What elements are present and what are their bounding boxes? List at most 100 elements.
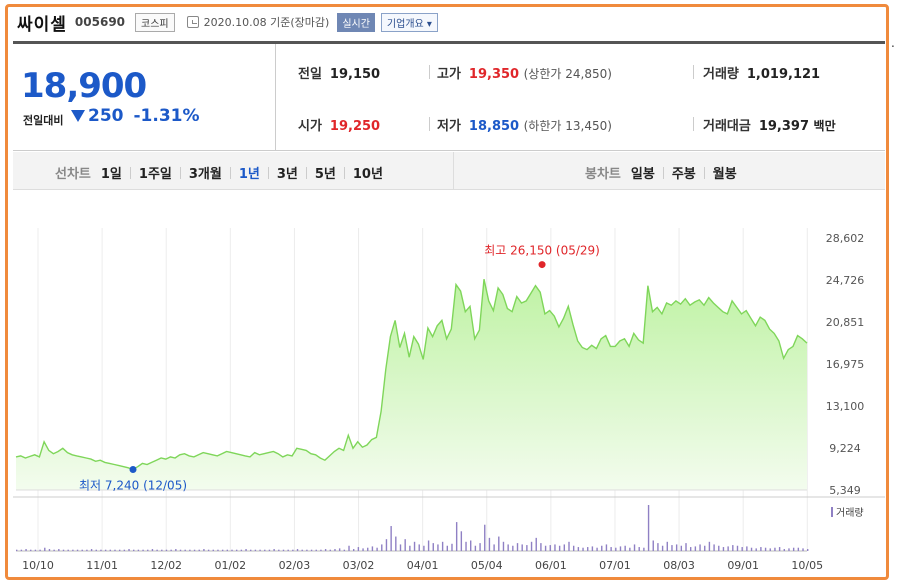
volume-bar (86, 549, 88, 551)
volume-bar (133, 549, 135, 551)
tab-period-5[interactable]: 5년 (314, 167, 336, 182)
current-price: 18,900 (21, 66, 147, 106)
quote-panel: 18,900 전일대비 250 -1.31% 전일 19,150 시가 19,250… (13, 44, 885, 151)
volume-bar (72, 549, 74, 551)
live-button[interactable]: 실시간 (337, 12, 375, 32)
volume-bar (661, 545, 664, 551)
x-tick-label: 11/01 (86, 559, 118, 572)
open-price: 시가 19,250 (298, 119, 381, 134)
clock-icon (186, 16, 199, 28)
volume-bar (746, 546, 748, 551)
stock-name[interactable]: 싸이셀 (17, 14, 67, 35)
volume-bar (118, 549, 121, 551)
tab-period-2[interactable]: 3개월 (188, 167, 222, 182)
divider (429, 117, 430, 131)
volume-bar (764, 547, 767, 551)
volume-bar (689, 547, 692, 551)
candle-chart-label: 봉차트 (585, 167, 621, 182)
volume-bar (413, 541, 416, 551)
volume-bar (544, 545, 547, 551)
volume-bar (488, 537, 491, 551)
y-tick-label: 20,851 (826, 316, 865, 329)
volume-bar (100, 549, 102, 551)
tab-divider (703, 166, 705, 179)
tab-divider (662, 166, 664, 179)
price-area (16, 279, 807, 490)
volume-bar (142, 549, 144, 551)
volume-bar (432, 543, 434, 551)
volume-bar (306, 549, 308, 551)
current-price-box: 18,900 전일대비 250 -1.31% (13, 44, 276, 150)
volume-bar (605, 544, 608, 551)
volume-legend-label: 거래량 (836, 507, 864, 519)
high-price: 고가 19,350 (상한가 24,850) (437, 67, 612, 82)
volume-bar (727, 546, 729, 551)
volume-bar (170, 549, 172, 551)
tab-period-1[interactable]: 1주일 (138, 167, 172, 182)
tab-candle-2[interactable]: 월봉 (712, 167, 737, 182)
volume-bar (273, 549, 275, 551)
tab-period-4[interactable]: 3년 (276, 167, 298, 182)
volume-bar (320, 549, 322, 551)
volume-bar (90, 549, 93, 551)
tab-period-6[interactable]: 10년 (352, 167, 383, 182)
volume-bar (156, 549, 158, 551)
volume-bar (807, 549, 809, 551)
volume-bar (67, 549, 69, 551)
x-tick-label: 10/05 (791, 559, 823, 572)
volume-bar (633, 544, 636, 551)
volume-bar (498, 536, 500, 551)
trade-amount: 거래대금 19,397 백만 (703, 119, 836, 134)
volume-bar (53, 549, 55, 551)
volume-bar (451, 543, 453, 551)
x-tick-label: 05/04 (471, 559, 503, 572)
volume-bar (217, 549, 219, 551)
volume-bar (760, 547, 762, 551)
volume-bar (530, 541, 533, 551)
volume-bar (376, 547, 378, 551)
volume-bar (460, 531, 463, 551)
volume-bar (362, 548, 364, 551)
tabs-divider (453, 152, 454, 190)
volume-bar (287, 549, 289, 551)
volume-bar (338, 548, 341, 551)
lower-limit: (하한가 13,450) (523, 119, 612, 133)
volume-bar (25, 549, 27, 551)
company-overview-dropdown[interactable]: 기업개요 ▾ (380, 12, 438, 32)
volume-bar (638, 547, 640, 551)
volume: 거래량 1,019,121 (703, 67, 821, 82)
volume-bar (437, 544, 439, 551)
tab-divider (129, 166, 131, 179)
prev-compare-label: 전일대비 (23, 114, 64, 127)
volume-bar (535, 537, 537, 551)
volume-bar (16, 549, 18, 551)
stray-dot: . (891, 36, 895, 50)
tab-candle-0[interactable]: 일봉 (630, 167, 655, 182)
y-tick-label: 24,726 (826, 274, 865, 287)
volume-bar (334, 549, 336, 551)
tab-divider (179, 166, 181, 179)
volume-bar (694, 546, 697, 551)
tab-period-0[interactable]: 1일 (100, 167, 122, 182)
tab-period-3[interactable]: 1년 (238, 167, 260, 182)
candle-tabs: 봉차트 일봉 주봉 월봉 (585, 163, 737, 182)
volume-bar (235, 549, 238, 551)
stock-header: 싸이셀 005690 코스피 2020.10.08 기준(장마감) 실시간 기업… (17, 8, 438, 36)
volume-bar (516, 543, 519, 551)
volume-bar (114, 549, 116, 551)
volume-bar (713, 544, 715, 551)
volume-bar (151, 549, 154, 551)
volume-bar (577, 547, 580, 551)
volume-bar (708, 541, 711, 551)
volume-bar (699, 544, 701, 551)
volume-bar (680, 545, 683, 551)
tab-candle-1[interactable]: 주봉 (671, 167, 696, 182)
y-tick-label: 9,224 (829, 442, 861, 455)
chart-tabs: 선차트 1일 1주일 3개월 1년 3년 5년 10년 봉차트 일봉 주봉 월봉 (13, 152, 885, 190)
change-amount: 250 (88, 106, 124, 126)
volume-bar (44, 547, 46, 551)
volume-bar (643, 547, 645, 551)
volume-bar (161, 549, 163, 551)
volume-bar (81, 549, 83, 551)
volume-bar (797, 547, 800, 551)
